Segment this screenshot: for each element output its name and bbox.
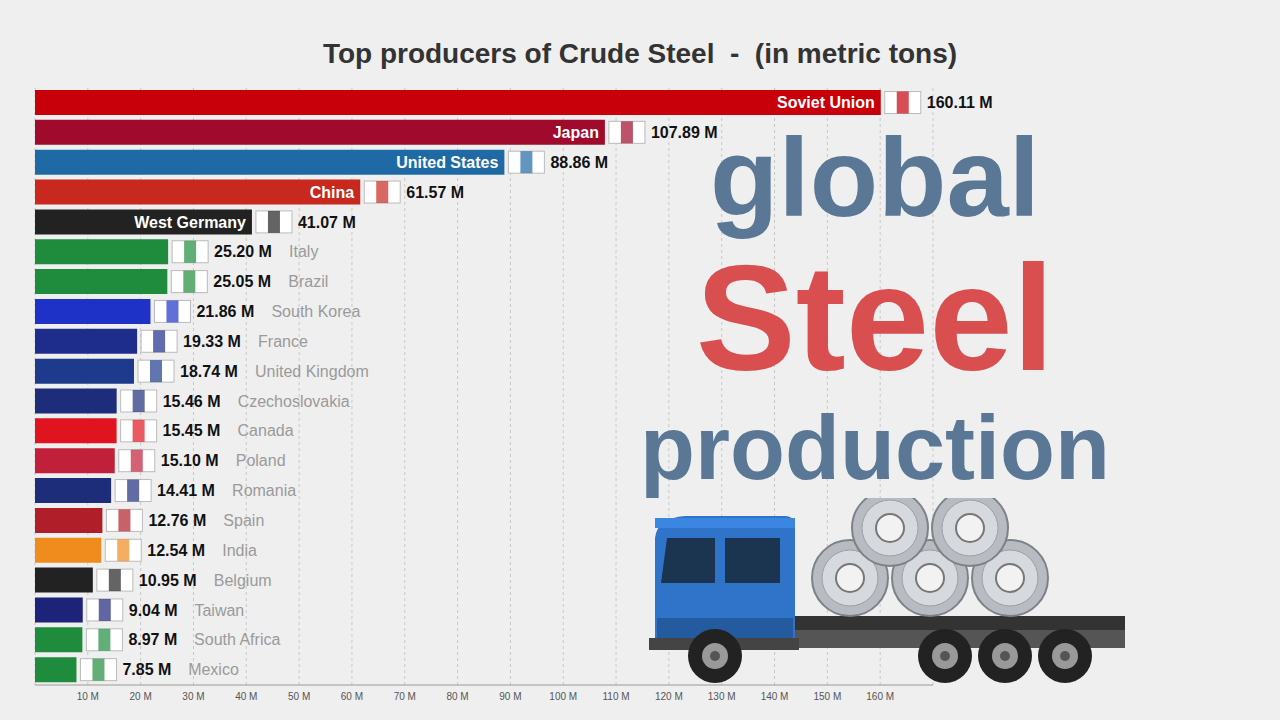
svg-text:21.86 M: 21.86 M xyxy=(196,303,254,320)
svg-text:West Germany: West Germany xyxy=(134,214,246,231)
svg-text:United States: United States xyxy=(396,154,498,171)
svg-text:Japan: Japan xyxy=(553,124,599,141)
html-text:Steel: Steel xyxy=(695,234,1055,402)
svg-text:India: India xyxy=(222,542,257,559)
svg-text:100 M: 100 M xyxy=(549,691,577,702)
svg-text:Czechoslovakia: Czechoslovakia xyxy=(238,393,350,410)
svg-text:25.20 M: 25.20 M xyxy=(214,243,272,260)
svg-text:50 M: 50 M xyxy=(288,691,310,702)
svg-text:15.46 M: 15.46 M xyxy=(163,393,221,410)
svg-text:9.04 M: 9.04 M xyxy=(129,602,178,619)
html-text:production: production xyxy=(640,398,1110,498)
svg-text:7.85 M: 7.85 M xyxy=(122,661,171,678)
svg-text:South Korea: South Korea xyxy=(271,303,360,320)
svg-text:160 M: 160 M xyxy=(866,691,894,702)
svg-text:15.10 M: 15.10 M xyxy=(161,452,219,469)
svg-text:88.86 M: 88.86 M xyxy=(550,154,608,171)
svg-text:Belgium: Belgium xyxy=(214,572,272,589)
svg-text:10 M: 10 M xyxy=(77,691,99,702)
svg-text:Mexico: Mexico xyxy=(188,661,239,678)
svg-text:160.11 M: 160.11 M xyxy=(927,94,993,111)
svg-text:140 M: 140 M xyxy=(761,691,789,702)
html-text:global: global xyxy=(710,115,1040,240)
svg-text:France: France xyxy=(258,333,308,350)
svg-text:70 M: 70 M xyxy=(394,691,416,702)
svg-text:8.97 M: 8.97 M xyxy=(128,631,177,648)
svg-text:25.05 M: 25.05 M xyxy=(213,273,271,290)
svg-text:107.89 M: 107.89 M xyxy=(651,124,718,141)
svg-text:80 M: 80 M xyxy=(446,691,468,702)
svg-text:110 M: 110 M xyxy=(603,691,630,702)
svg-text:United Kingdom: United Kingdom xyxy=(255,363,369,380)
svg-text:19.33 M: 19.33 M xyxy=(183,333,241,350)
svg-text:Spain: Spain xyxy=(223,512,264,529)
svg-text:15.45 M: 15.45 M xyxy=(163,422,221,439)
svg-text:41.07 M: 41.07 M xyxy=(298,214,356,231)
svg-text:14.41 M: 14.41 M xyxy=(157,482,215,499)
svg-text:150 M: 150 M xyxy=(813,691,841,702)
svg-text:61.57 M: 61.57 M xyxy=(406,184,464,201)
svg-text:18.74 M: 18.74 M xyxy=(180,363,238,380)
svg-text:10.95 M: 10.95 M xyxy=(139,572,197,589)
svg-text:30 M: 30 M xyxy=(182,691,204,702)
svg-text:China: China xyxy=(310,184,355,201)
svg-text:Soviet Union: Soviet Union xyxy=(777,94,875,111)
svg-text:90 M: 90 M xyxy=(499,691,521,702)
html-text:Top producers of Crude Steel -: Top producers of Crude Steel - (in metri… xyxy=(322,38,958,69)
svg-text:40 M: 40 M xyxy=(235,691,257,702)
svg-text:Canada: Canada xyxy=(238,422,294,439)
svg-text:12.76 M: 12.76 M xyxy=(148,512,206,529)
svg-text:12.54 M: 12.54 M xyxy=(147,542,205,559)
svg-text:130 M: 130 M xyxy=(708,691,736,702)
svg-text:Romania: Romania xyxy=(232,482,296,499)
svg-text:Poland: Poland xyxy=(236,452,286,469)
svg-text:South Africa: South Africa xyxy=(194,631,280,648)
svg-text:Taiwan: Taiwan xyxy=(194,602,244,619)
svg-text:120 M: 120 M xyxy=(655,691,683,702)
svg-text:Italy: Italy xyxy=(289,243,318,260)
svg-text:20 M: 20 M xyxy=(130,691,152,702)
svg-text:Brazil: Brazil xyxy=(288,273,328,290)
svg-text:60 M: 60 M xyxy=(341,691,363,702)
